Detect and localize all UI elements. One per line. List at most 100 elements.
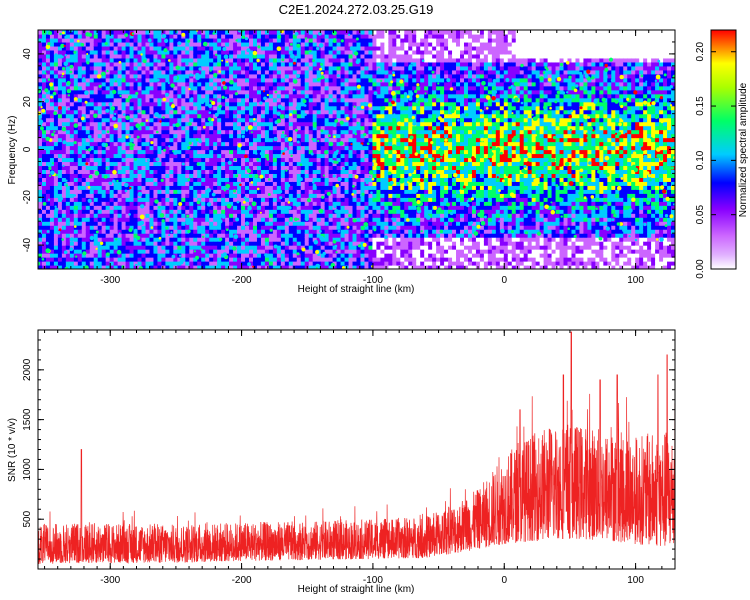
heatmap-cell — [173, 233, 178, 238]
heatmap-cell — [133, 61, 139, 67]
heatmap-cell — [197, 205, 202, 210]
heatmap-cell — [241, 189, 246, 194]
heatmap-cell — [260, 241, 266, 246]
heatmap-cell — [197, 33, 202, 39]
heatmap-cell — [264, 65, 270, 71]
heatmap-cell — [153, 153, 159, 159]
heatmap-cell — [300, 265, 306, 269]
heatmap-cell — [193, 33, 198, 39]
heatmap-cell — [57, 165, 63, 171]
heatmap-cell — [101, 161, 107, 167]
heatmap-cell — [324, 229, 330, 234]
heatmap-cell — [344, 65, 350, 71]
heatmap-cell — [41, 225, 47, 230]
heatmap-cell — [133, 133, 139, 139]
heatmap-cell — [284, 85, 290, 91]
heatmap-cell — [324, 173, 330, 178]
heatmap-cell — [125, 33, 131, 39]
heatmap-cell — [245, 81, 250, 87]
heatmap-cell — [280, 213, 286, 218]
heatmap-cell — [237, 93, 242, 99]
heatmap-cell — [233, 225, 238, 230]
heatmap-cell — [109, 49, 115, 55]
heatmap-cell — [304, 129, 310, 135]
heatmap-cell — [288, 65, 294, 71]
heatmap-cell — [256, 129, 262, 135]
heatmap-cell — [276, 149, 282, 155]
heatmap-cell — [117, 97, 123, 103]
heatmap-cell — [117, 241, 123, 246]
heatmap-cell — [185, 261, 190, 266]
heatmap-cell — [237, 41, 242, 47]
heatmap-cell — [157, 69, 163, 75]
heatmap-cell — [38, 141, 43, 147]
heatmap-cell — [300, 93, 306, 99]
heatmap-cell — [65, 149, 71, 155]
heatmap-cell — [221, 241, 226, 246]
heatmap-cell — [300, 33, 306, 39]
heatmap-cell — [169, 205, 174, 210]
heatmap-cell — [85, 37, 91, 43]
heatmap-cell — [125, 205, 131, 210]
heatmap-cell — [201, 233, 206, 238]
heatmap-cell — [165, 257, 170, 262]
heatmap-cell — [109, 161, 115, 167]
heatmap-cell — [308, 201, 314, 206]
heatmap-cell — [38, 241, 43, 246]
heatmap-cell — [213, 45, 218, 51]
heatmap-cell — [73, 149, 79, 155]
heatmap-cell — [57, 197, 63, 202]
heatmap-cell — [133, 221, 139, 226]
heatmap-cell — [197, 257, 202, 262]
heatmap-cell — [344, 129, 350, 135]
heatmap-cell — [73, 65, 79, 71]
heatmap-cell — [121, 137, 127, 143]
heatmap-cell — [312, 97, 318, 103]
heatmap-cell — [129, 49, 135, 55]
heatmap-cell — [201, 109, 206, 115]
heatmap-cell — [201, 241, 206, 246]
heatmap-cell — [81, 197, 87, 202]
heatmap-cell — [292, 241, 298, 246]
heatmap-cell — [185, 185, 190, 190]
heatmap-cell — [308, 129, 314, 135]
heatmap-cell — [69, 169, 75, 174]
heatmap-cell — [137, 249, 143, 254]
heatmap-cell — [105, 249, 111, 254]
heatmap-cell — [264, 161, 270, 167]
heatmap-cell — [93, 193, 99, 198]
heatmap-cell — [161, 245, 166, 250]
heatmap-cell — [209, 189, 214, 194]
heatmap-cell — [249, 253, 254, 258]
heatmap-cell — [304, 69, 310, 75]
heatmap-cell — [304, 181, 310, 186]
heatmap-cell — [360, 157, 366, 163]
heatmap-cell — [336, 265, 342, 269]
heatmap-cell — [209, 149, 214, 155]
heatmap-cell — [237, 45, 242, 51]
heatmap-cell — [280, 181, 286, 186]
heatmap-cell — [41, 169, 47, 174]
heatmap-cell — [193, 49, 198, 55]
heatmap-cell — [45, 209, 51, 214]
heatmap-cell — [229, 165, 234, 171]
heatmap-cell — [181, 197, 186, 202]
heatmap-cell — [221, 197, 226, 202]
heatmap-cell — [249, 53, 254, 59]
heatmap-cell — [193, 109, 198, 115]
heatmap-cell — [300, 49, 306, 55]
heatmap-cell — [241, 173, 246, 178]
heatmap-cell — [145, 149, 151, 155]
heatmap-cell — [264, 217, 270, 222]
heatmap-cell — [229, 257, 234, 262]
heatmap-cell — [189, 137, 194, 143]
heatmap-cell — [165, 65, 170, 71]
heatmap-cell — [233, 105, 238, 111]
heatmap-cell — [197, 213, 202, 218]
heatmap-cell — [360, 197, 366, 202]
heatmap-cell — [153, 185, 159, 190]
heatmap-cell — [213, 177, 218, 182]
heatmap-cell — [97, 53, 103, 59]
heatmap-cell — [45, 133, 51, 139]
heatmap-cell — [284, 81, 290, 87]
